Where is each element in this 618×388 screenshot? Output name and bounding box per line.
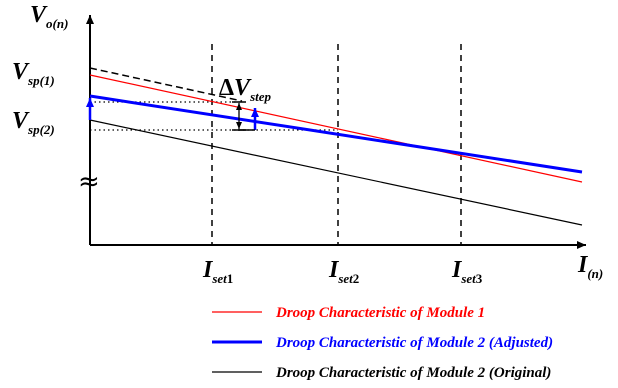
x-axis-label: I(n)	[577, 252, 603, 281]
axis-break-symbol: ≈	[78, 167, 100, 197]
iset2-label: Iset2	[328, 257, 359, 286]
legend: Droop Characteristic of Module 1 Droop C…	[212, 305, 553, 381]
legend-text-module1: Droop Characteristic of Module 1	[275, 305, 485, 321]
legend-text-module2-adjusted: Droop Characteristic of Module 2 (Adjust…	[275, 335, 553, 351]
y-axis-label: Vo(n)	[30, 2, 68, 31]
iset1-label: Iset1	[202, 257, 233, 286]
vsp2-label: Vsp(2)	[12, 108, 55, 137]
module2-adjusted-droop-line	[89, 94, 583, 174]
iset3-label: Iset3	[451, 257, 483, 286]
module2-dashed-extension	[89, 67, 243, 102]
module1-droop-line	[89, 74, 583, 183]
module2-original-droop-line	[89, 119, 583, 226]
vsp1-label: Vsp(1)	[12, 59, 55, 88]
legend-text-module2-original: Droop Characteristic of Module 2 (Origin…	[275, 365, 551, 381]
delta-vstep-label: ΔVstep	[219, 75, 272, 104]
